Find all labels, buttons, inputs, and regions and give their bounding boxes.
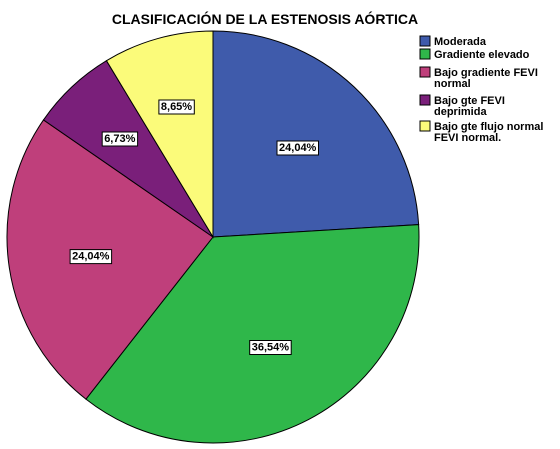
slice-data-labels: 24,04% 36,54% 24,04% 6,73% 8,65% [69,99,319,355]
slice-label-5: 8,65% [158,99,195,115]
slice-label-text: 24,04% [279,142,317,154]
slice-label-text: 8,65% [161,101,192,113]
pie-slice-5 [105,30,214,239]
legend-swatch [419,120,431,132]
pie-slice-1 [212,30,420,238]
slice-label-box [158,99,195,115]
legend-swatch [419,48,431,60]
legend-swatch [419,66,431,78]
slice-label-2: 36,54% [249,340,292,355]
legend-label: Bajo gradiente FEVI [434,67,538,79]
legend-label: Moderada [434,36,487,48]
legend-label: Bajo gte flujo normal [434,121,543,133]
legend-swatch [419,94,431,106]
slice-label-1: 24,04% [276,140,319,156]
legend-item-2: Gradiente elevado [419,48,530,61]
legend-item-1: Moderada [419,35,487,48]
legend-label: deprimida [434,106,487,118]
slice-label-text: 36,54% [252,342,290,354]
legend-swatch [419,35,431,47]
slice-label-box [101,131,139,147]
legend-label: Gradiente elevado [434,49,530,61]
slice-label-4: 6,73% [101,131,139,147]
legend-label: Bajo gte FEVI [434,95,505,107]
legend-label: normal [434,78,471,90]
slice-label-3: 24,04% [69,249,113,265]
pie-slices [6,30,420,444]
slice-label-box [276,140,319,156]
slice-label-box [249,340,292,355]
slice-label-text: 24,04% [72,251,110,263]
slice-label-text: 6,73% [104,133,135,145]
legend-label: FEVI normal. [434,132,501,144]
chart-title: CLASIFICACIÓN DE LA ESTENOSIS AÓRTICA [112,10,418,27]
pie-slice-2 [85,224,420,444]
slice-label-box [69,249,113,265]
